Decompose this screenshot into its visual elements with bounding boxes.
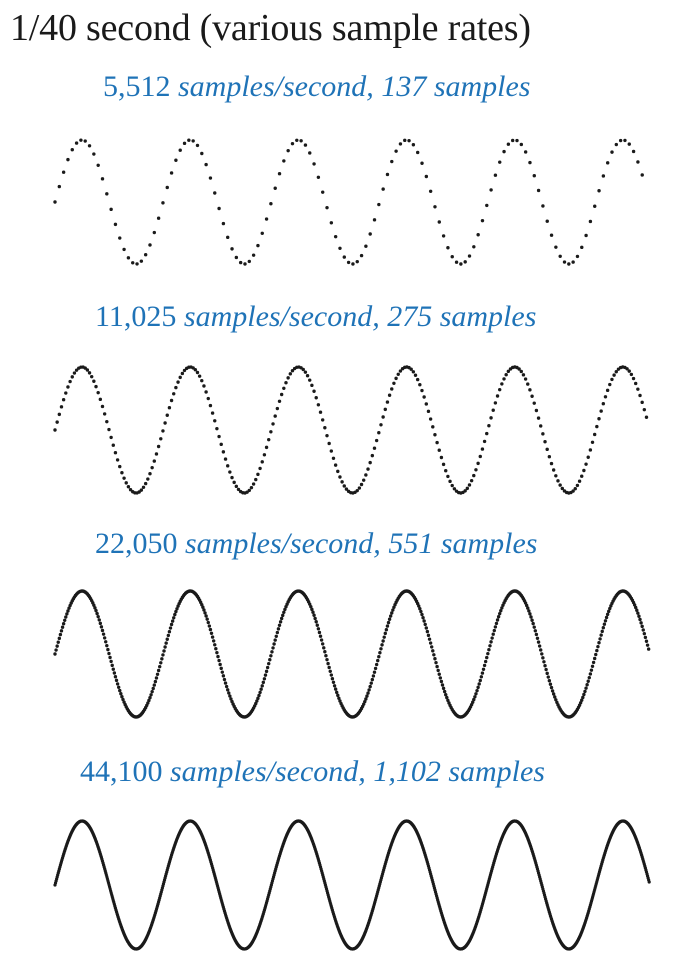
panel-3-label: 22,050 samples/second, 551 samples (95, 527, 537, 561)
panel-3-unit: samples/second, (177, 527, 389, 560)
waveform-panel-2 (53, 365, 649, 495)
panel-1-label: 5,512 samples/second, 137 samples (103, 70, 530, 104)
panel-3-rate: 22,050 (95, 527, 178, 560)
waveform-panel-1 (53, 138, 644, 266)
panel-1-count: 137 samples (381, 70, 531, 103)
panel-2-label: 11,025 samples/second, 275 samples (95, 300, 536, 334)
panel-4-count: 1,102 samples (373, 755, 545, 788)
panel-4-unit: samples/second, (162, 755, 374, 788)
waveform-panel-3 (53, 589, 651, 719)
panel-2-rate: 11,025 (95, 300, 177, 333)
panel-2-count: 275 samples (387, 300, 537, 333)
panel-1-unit: samples/second, (170, 70, 382, 103)
panel-4-label: 44,100 samples/second, 1,102 samples (80, 755, 545, 789)
panel-1-rate: 5,512 (103, 70, 171, 103)
panel-2-unit: samples/second, (176, 300, 388, 333)
panel-3-count: 551 samples (388, 527, 538, 560)
figure-title: 1/40 second (various sample rates) (10, 7, 531, 49)
waveform-panel-4 (53, 819, 651, 951)
panel-4-rate: 44,100 (80, 755, 163, 788)
